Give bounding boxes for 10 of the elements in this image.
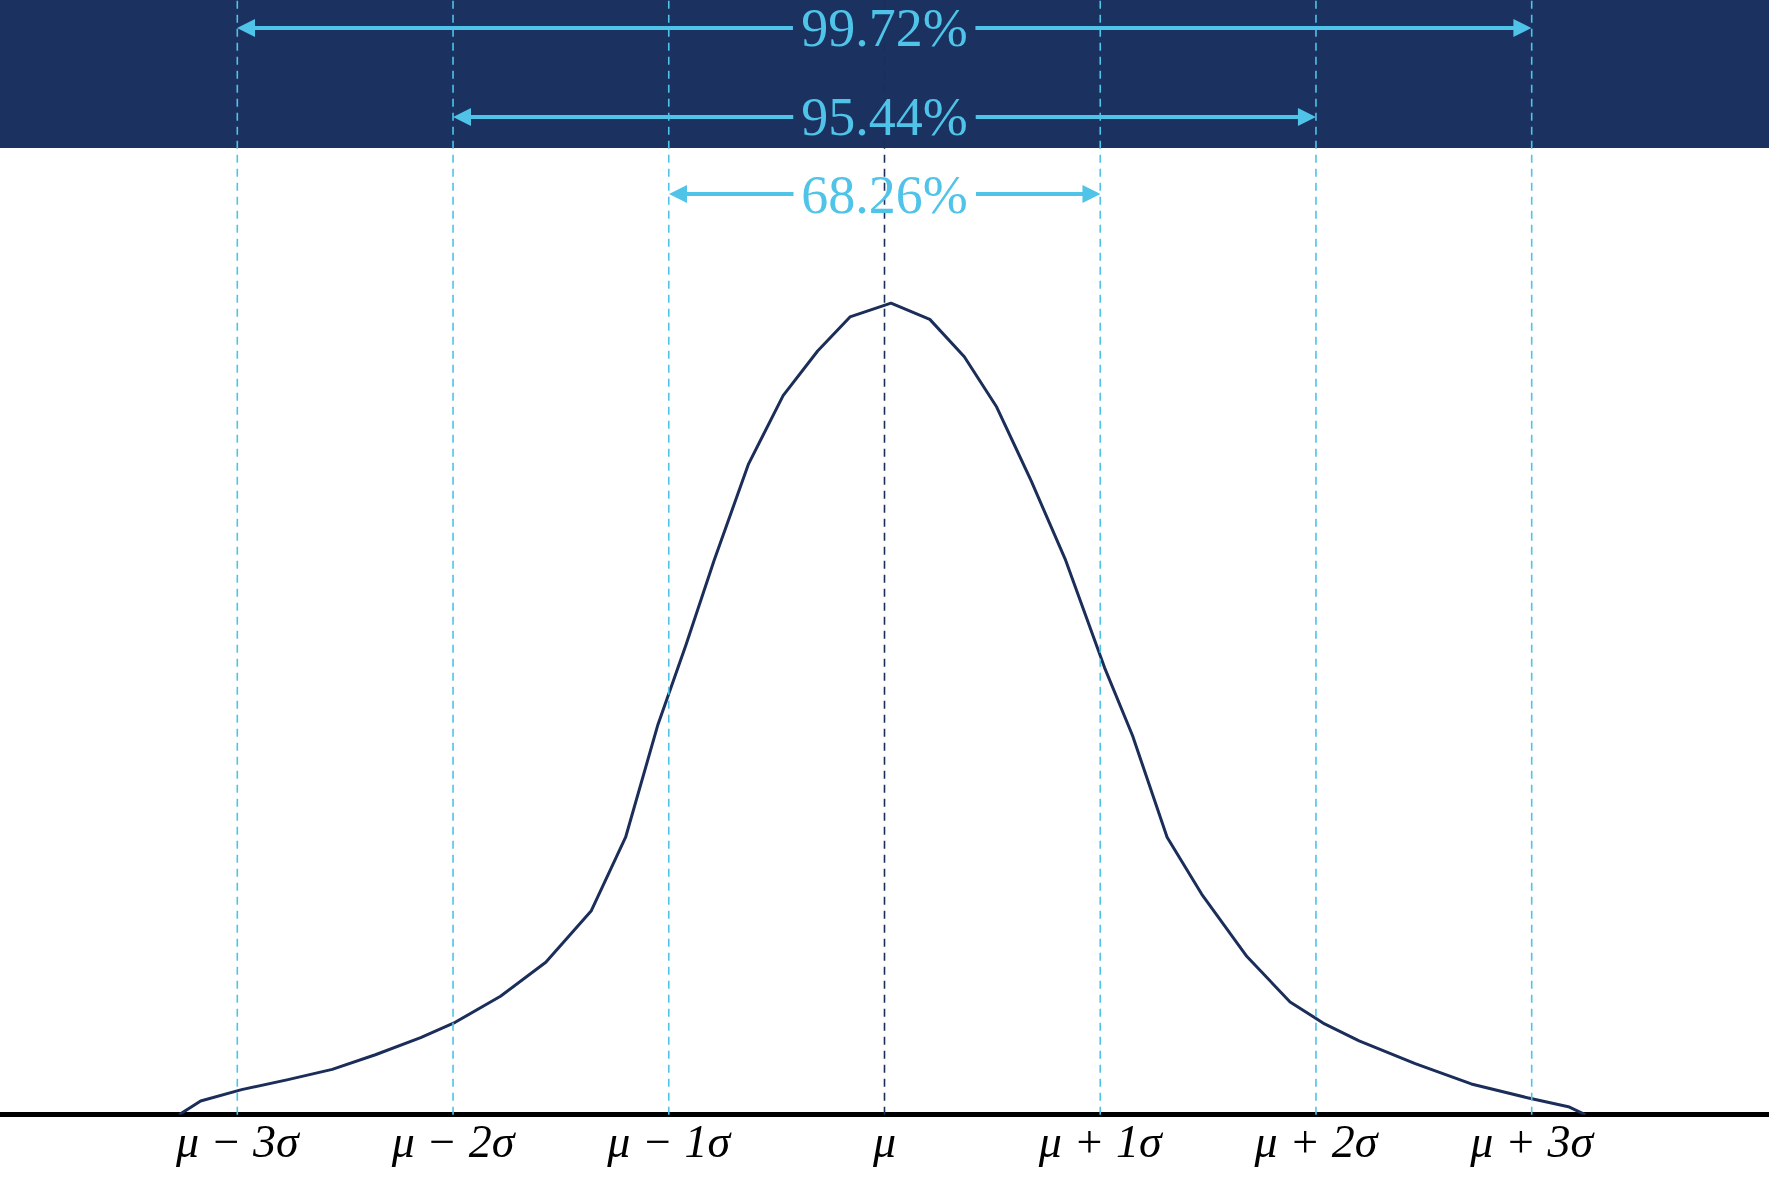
text: 68.26% bbox=[801, 164, 968, 225]
x-tick-label: μ + 1σ bbox=[1037, 1116, 1164, 1168]
x-tick-label: μ + 2σ bbox=[1253, 1116, 1380, 1168]
text: 95.44% bbox=[801, 87, 968, 148]
x-tick-label: μ − 3σ bbox=[174, 1116, 302, 1168]
x-tick-label: μ − 2σ bbox=[390, 1116, 517, 1168]
text: 99.72% bbox=[801, 0, 968, 59]
x-tick-label: μ + 3σ bbox=[1469, 1116, 1596, 1168]
x-tick-label: μ − 1σ bbox=[606, 1116, 733, 1168]
x-tick-label: μ bbox=[871, 1116, 897, 1168]
